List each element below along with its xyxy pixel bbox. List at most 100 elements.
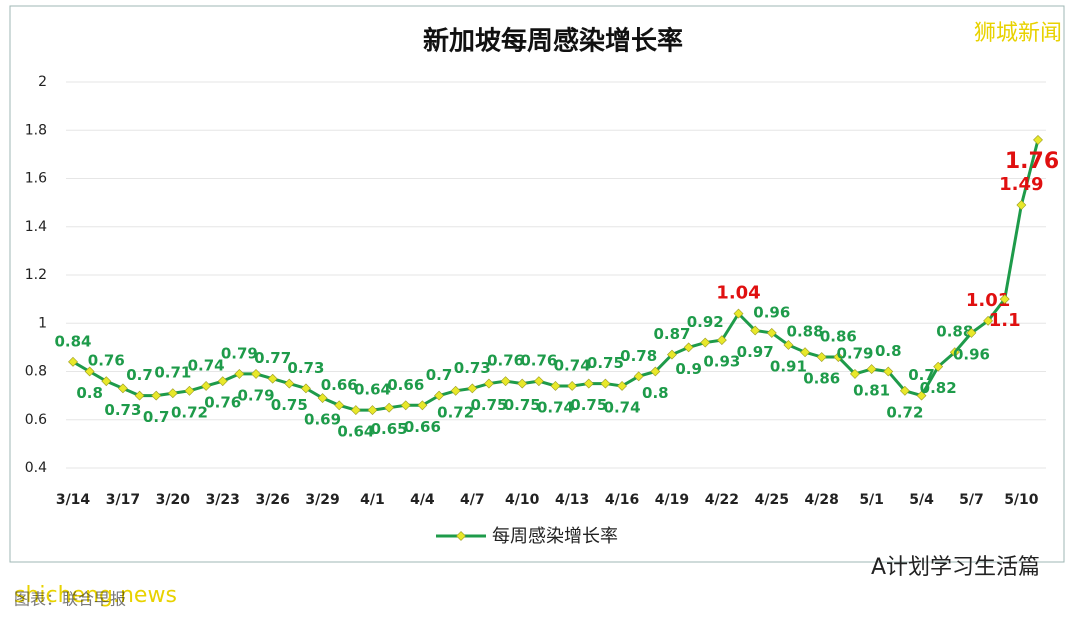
y-tick-label: 1: [38, 315, 47, 331]
y-tick-label: 0.6: [25, 412, 47, 428]
x-tick-label: 5/4: [909, 492, 934, 508]
data-label: 0.8: [76, 384, 103, 402]
marker: [517, 378, 528, 389]
marker: [251, 368, 261, 379]
x-tick-label: 4/4: [410, 492, 435, 508]
marker: [301, 383, 311, 394]
x-tick-label: 4/22: [705, 492, 739, 508]
marker: [716, 335, 727, 346]
marker: [683, 342, 694, 353]
marker: [617, 381, 627, 391]
data-label: 0.66: [387, 376, 424, 394]
data-label: 0.92: [687, 313, 724, 331]
marker: [949, 347, 960, 358]
data-label: 0.81: [853, 382, 890, 400]
x-tick-label: 3/29: [305, 492, 339, 508]
y-tick-label: 0.8: [25, 364, 47, 380]
data-label: 1.01: [966, 290, 1010, 311]
marker: [733, 308, 744, 319]
data-label: 0.74: [554, 356, 591, 374]
marker: [68, 356, 78, 367]
data-label: 0.76: [88, 352, 125, 370]
marker: [484, 378, 494, 389]
data-label: 0.82: [920, 379, 957, 397]
data-label: 0.74: [188, 356, 225, 374]
data-label: 0.64: [337, 423, 374, 441]
data-label: 0.73: [287, 359, 324, 377]
chart-title: 新加坡每周感染增长率: [423, 26, 683, 57]
data-label: 0.79: [221, 344, 258, 362]
x-tick-label: 3/17: [106, 492, 140, 508]
marker: [800, 347, 810, 358]
data-label: 0.96: [953, 345, 990, 363]
marker: [766, 327, 777, 338]
marker: [217, 376, 228, 387]
marker: [983, 315, 994, 326]
x-tick-label: 4/28: [805, 492, 839, 508]
y-tick-label: 1.6: [25, 171, 47, 187]
data-label: 1.1: [989, 310, 1021, 331]
x-tick-label: 5/1: [859, 492, 884, 508]
data-label: 0.78: [620, 347, 657, 365]
marker: [450, 385, 461, 396]
data-label: 0.72: [437, 403, 474, 421]
data-label: 0.8: [642, 384, 669, 402]
marker: [899, 385, 910, 396]
data-label: 0.9: [675, 360, 702, 378]
marker: [117, 383, 128, 394]
data-label: 1.76: [1005, 149, 1059, 174]
marker: [750, 325, 761, 336]
data-label: 0.79: [238, 386, 275, 404]
marker: [1033, 134, 1043, 145]
data-label: 0.88: [787, 323, 824, 341]
marker: [467, 383, 478, 394]
marker: [167, 388, 178, 399]
x-tick-label: 3/23: [206, 492, 240, 508]
data-label: 0.91: [770, 357, 807, 375]
data-label: 0.75: [504, 396, 541, 414]
data-label: 0.7: [426, 366, 453, 384]
data-label: 0.76: [520, 352, 557, 370]
data-label: 0.8: [875, 342, 902, 360]
marker: [384, 402, 395, 413]
data-label: 0.7: [143, 408, 170, 426]
marker: [883, 366, 894, 377]
marker: [151, 390, 162, 401]
y-tick-label: 2: [38, 74, 47, 90]
data-label: 1.49: [999, 174, 1043, 195]
marker: [134, 390, 145, 401]
data-label: 0.7: [908, 366, 935, 384]
data-label: 0.69: [304, 411, 341, 429]
x-tick-label: 4/16: [605, 492, 639, 508]
data-label: 0.73: [454, 359, 491, 377]
marker: [833, 352, 844, 362]
data-label: 0.86: [820, 328, 857, 346]
y-tick-label: 1.2: [25, 267, 47, 283]
data-label: 0.76: [487, 352, 524, 370]
data-label: 0.84: [54, 332, 91, 350]
marker: [667, 349, 677, 360]
data-label: 0.75: [587, 354, 624, 372]
data-label: 0.96: [753, 303, 790, 321]
x-tick-label: 4/10: [505, 492, 540, 508]
chart-frame: [9, 5, 1065, 563]
marker: [600, 378, 611, 389]
x-tick-label: 3/14: [56, 492, 91, 508]
data-label: 0.87: [653, 325, 690, 343]
x-tick-label: 4/25: [755, 492, 789, 508]
marker: [866, 364, 877, 375]
legend-marker: [456, 531, 466, 541]
source-label: 图表：联合早报: [14, 590, 126, 609]
marker: [633, 371, 644, 382]
watermark: 狮城新闻: [974, 21, 1062, 46]
data-label: 0.93: [703, 353, 740, 371]
y-tick-label: 0.4: [25, 460, 47, 476]
x-tick-label: 4/7: [460, 492, 485, 508]
x-tick-label: 5/7: [959, 492, 984, 508]
data-label: 0.71: [154, 364, 191, 382]
marker: [550, 381, 561, 391]
marker: [567, 381, 578, 391]
marker: [916, 390, 927, 401]
marker: [417, 400, 428, 411]
